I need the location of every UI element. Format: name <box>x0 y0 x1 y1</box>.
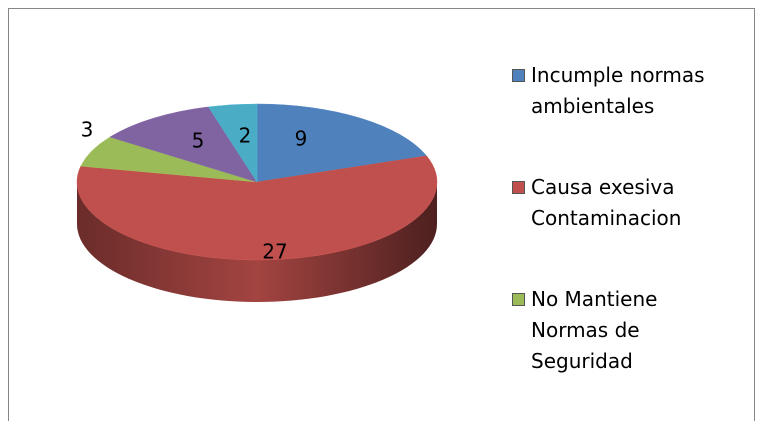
legend-label: No Mantiene Normas de Seguridad <box>531 287 658 373</box>
legend-label: Causa exesiva Contaminacion <box>531 175 682 230</box>
data-label: 2 <box>239 124 252 148</box>
pie-slice <box>76 155 438 261</box>
data-label: 27 <box>262 240 287 264</box>
pie-slice <box>256 103 428 183</box>
legend-swatch <box>512 293 525 306</box>
legend-item: Causa exesiva Contaminacion <box>512 172 732 234</box>
pie-slice <box>109 106 258 183</box>
legend-item: Incumple normas ambientales <box>512 60 732 122</box>
legend-label: Incumple normas ambientales <box>531 63 705 118</box>
data-label: 5 <box>192 129 205 153</box>
legend-swatch <box>512 69 525 82</box>
pie-slice <box>208 103 258 183</box>
chart-frame <box>8 8 755 421</box>
legend-item: No Mantiene Normas de Seguridad <box>512 284 732 377</box>
data-label: 9 <box>295 127 308 151</box>
data-label: 3 <box>81 118 94 142</box>
legend-swatch <box>512 181 525 194</box>
pie-slice-side <box>77 182 437 302</box>
